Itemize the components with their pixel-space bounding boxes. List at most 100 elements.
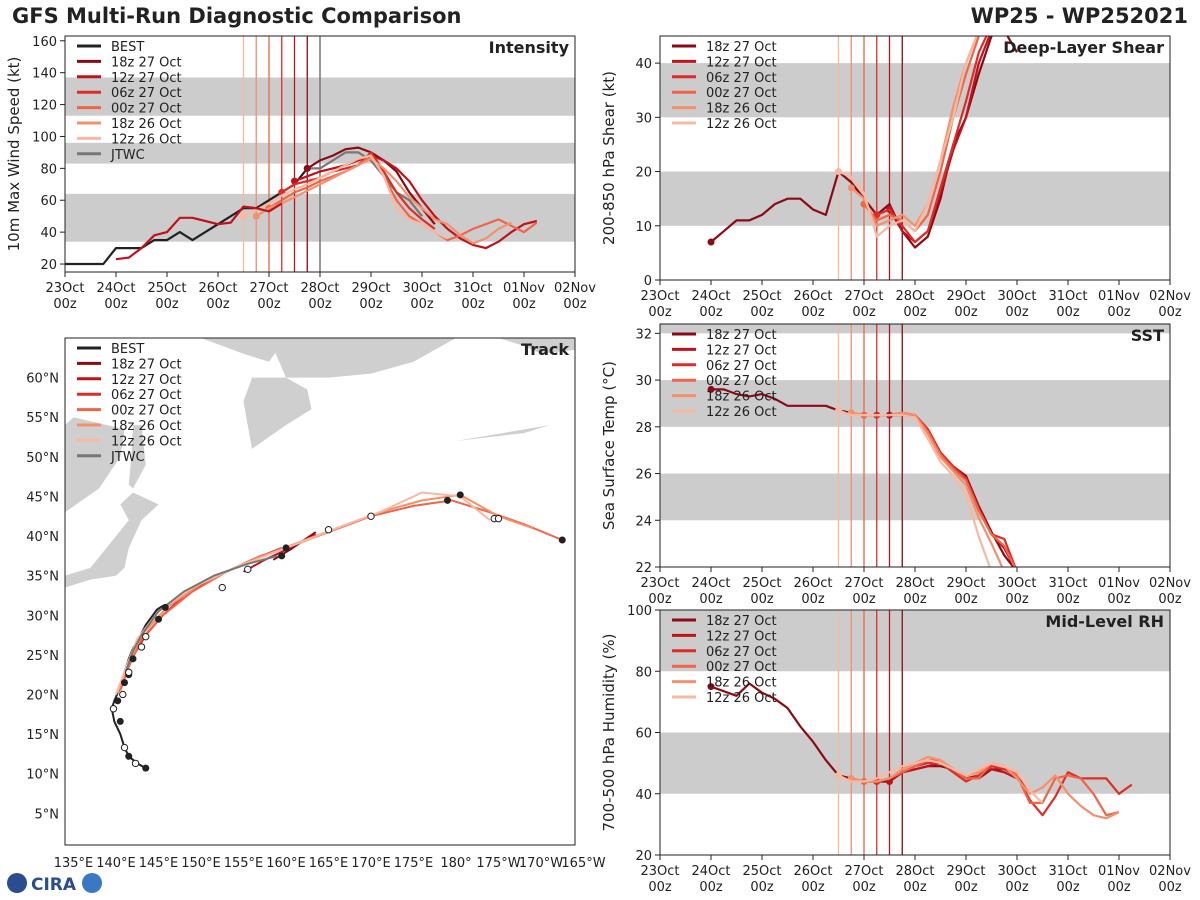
x-tick-label: 00z: [1107, 592, 1131, 607]
y-tick-label: 24: [635, 514, 652, 529]
lon-tick-label: 175°E: [394, 856, 434, 871]
legend-label: 12z 27 Oct: [706, 629, 777, 644]
track-marker-open: [109, 705, 118, 713]
x-tick-label: 01Nov: [1098, 576, 1140, 591]
x-tick-label: 00z: [954, 305, 978, 320]
legend-label: 18z 27 Oct: [706, 40, 777, 55]
track-marker-filled: [142, 764, 150, 772]
x-tick-label: 00z: [257, 297, 281, 312]
y-tick-label: 160: [32, 35, 57, 50]
legend-label: 18z 26 Oct: [706, 390, 777, 405]
init-point: [240, 212, 247, 220]
x-tick-label: 24Oct: [691, 576, 730, 591]
x-tick-label: 27Oct: [249, 281, 288, 296]
cira-logo: CIRA: [7, 873, 102, 895]
panel-sst: 22242628303223Oct00z24Oct00z25Oct00z26Oc…: [600, 323, 1191, 607]
series-group: [707, 385, 1017, 567]
lon-tick-label: 135°E: [54, 856, 94, 871]
series-line: [243, 154, 448, 240]
y-axis-label: 700-500 hPa Humidity (%): [600, 633, 618, 831]
x-tick-label: 01Nov: [1098, 289, 1140, 304]
legend-label: 06z 27 Oct: [111, 388, 182, 403]
x-tick-label: 31Oct: [1048, 576, 1087, 591]
track-marker-filled: [155, 615, 162, 623]
y-tick-label: 100: [627, 604, 652, 619]
map-group: [65, 338, 575, 772]
x-tick-label: 00z: [801, 305, 825, 320]
land-mass: [201, 338, 286, 362]
land-mass: [128, 425, 146, 489]
series-line: [838, 36, 978, 238]
series-line: [115, 202, 283, 261]
x-tick-label: 27Oct: [844, 864, 883, 879]
lat-tick-label: 45°N: [26, 490, 59, 505]
x-tick-label: 00z: [461, 297, 485, 312]
x-tick-label: 00z: [699, 305, 723, 320]
track-marker-filled: [125, 752, 133, 760]
series-line: [863, 36, 980, 233]
legend-label: 18z 26 Oct: [706, 102, 777, 117]
x-tick-label: 00z: [53, 297, 77, 312]
panel-rh: 2040608010023Oct00z24Oct00z25Oct00z26Oct…: [600, 604, 1191, 895]
legend-label: BEST: [111, 342, 144, 357]
x-tick-label: 29Oct: [946, 576, 985, 591]
lat-tick-label: 25°N: [26, 649, 59, 664]
x-tick-label: 00z: [801, 592, 825, 607]
x-tick-label: 31Oct: [453, 281, 492, 296]
track-marker-open: [218, 583, 226, 592]
band: [660, 610, 1170, 672]
lat-tick-label: 55°N: [26, 411, 59, 426]
x-tick-label: 24Oct: [96, 281, 135, 296]
x-tick-label: 00z: [1158, 592, 1182, 607]
x-tick-label: 24Oct: [691, 289, 730, 304]
x-tick-label: 26Oct: [793, 864, 832, 879]
lat-tick-label: 30°N: [26, 609, 59, 624]
init-point: [707, 385, 715, 393]
panel-intensity: 2040608010012014016023Oct00z24Oct00z25Oc…: [5, 35, 596, 312]
lat-tick-label: 60°N: [26, 372, 59, 387]
panel-title: Mid-Level RH: [1045, 612, 1164, 631]
x-tick-label: 26Oct: [793, 289, 832, 304]
lon-tick-label: 180°: [440, 856, 471, 871]
track-marker-open: [137, 643, 146, 651]
track-marker-filled: [558, 536, 566, 544]
x-tick-label: 25Oct: [742, 576, 781, 591]
x-tick-label: 00z: [954, 592, 978, 607]
x-tick-label: 01Nov: [503, 281, 545, 296]
track-marker-open: [142, 632, 150, 641]
x-tick-label: 00z: [750, 305, 774, 320]
lat-tick-label: 50°N: [26, 451, 59, 466]
x-tick-label: 00z: [852, 880, 876, 895]
legend-label: 18z 26 Oct: [111, 117, 182, 132]
track-marker-filled: [444, 496, 451, 504]
lon-tick-label: 140°E: [96, 856, 136, 871]
band: [660, 473, 1170, 521]
init-point: [835, 771, 842, 779]
legend-label: 06z 27 Oct: [111, 86, 182, 101]
x-tick-label: 00z: [750, 592, 774, 607]
x-tick-label: 28Oct: [895, 289, 934, 304]
x-tick-label: 30Oct: [997, 576, 1036, 591]
y-tick-label: 60: [40, 194, 57, 209]
x-tick-label: 00z: [903, 592, 927, 607]
legend-label: 18z 27 Oct: [111, 357, 182, 372]
legend-label: 06z 27 Oct: [706, 359, 777, 374]
lon-tick-label: 150°E: [181, 856, 221, 871]
y-tick-label: 20: [40, 258, 57, 273]
legend-label: 18z 26 Oct: [706, 676, 777, 691]
legend-label: 06z 27 Oct: [706, 71, 777, 86]
x-tick-label: 00z: [308, 297, 332, 312]
land-mass: [498, 338, 575, 354]
lon-tick-label: 145°E: [139, 856, 179, 871]
y-tick-label: 80: [635, 665, 652, 680]
x-tick-label: 25Oct: [147, 281, 186, 296]
track-marker-filled: [282, 544, 290, 552]
track-marker-filled: [116, 717, 124, 725]
land-mass: [269, 338, 456, 378]
track-marker-filled: [114, 697, 122, 705]
x-tick-label: 00z: [563, 297, 587, 312]
legend-label: BEST: [111, 40, 144, 55]
panel-title: Track: [521, 340, 569, 359]
legend-label: 12z 26 Oct: [706, 117, 777, 132]
